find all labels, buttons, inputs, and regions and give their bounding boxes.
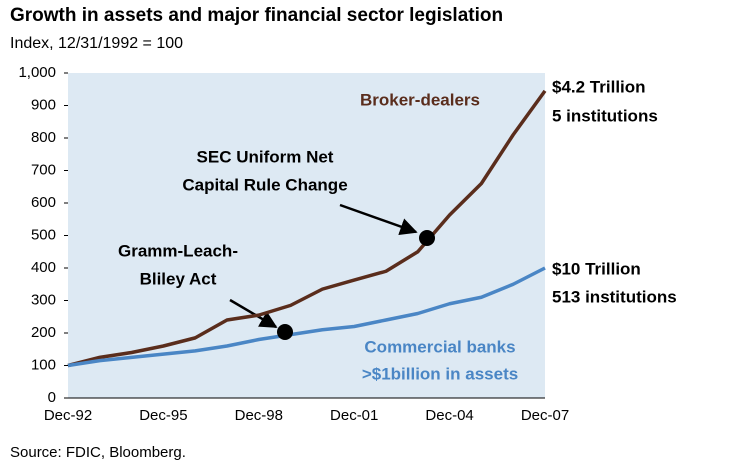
x-tick-label: Dec-98 <box>235 407 283 424</box>
y-tick-label: 800 <box>31 129 56 146</box>
source: Source: FDIC, Bloomberg. <box>10 444 186 461</box>
plot-area <box>68 73 545 398</box>
arrow <box>229 298 278 329</box>
y-tick-label: 700 <box>31 161 56 178</box>
line-series <box>67 266 546 368</box>
line-series <box>67 89 547 368</box>
chart-title: Growth in assets and major financial sec… <box>10 5 503 26</box>
y-tick-label: 100 <box>31 356 56 373</box>
annotation: $4.2 Trillion <box>552 77 646 96</box>
series-label: Broker-dealers <box>360 90 480 109</box>
series-label: Commercial banks <box>364 337 515 356</box>
y-tick-label: 300 <box>31 291 56 308</box>
x-tick-label: Dec-01 <box>330 407 378 424</box>
y-tick-label: 900 <box>31 96 56 113</box>
x-tick-label: Dec-07 <box>521 407 569 424</box>
x-tick-label: Dec-95 <box>139 407 187 424</box>
annotation: Gramm-Leach- <box>118 241 238 260</box>
annotation: $10 Trillion <box>552 259 641 278</box>
y-tick-label: 200 <box>31 324 56 341</box>
annotation: >$1billion in assets <box>362 364 518 383</box>
chart-subtitle: Index, 12/31/1992 = 100 <box>10 35 183 52</box>
x-tick-label: Dec-92 <box>44 407 92 424</box>
annotation: Bliley Act <box>140 269 217 288</box>
annotation: SEC Uniform Net <box>197 147 334 166</box>
y-tick-label: 400 <box>31 259 56 276</box>
y-tick-label: 0 <box>48 389 56 406</box>
y-tick-label: 500 <box>31 226 56 243</box>
x-tick-label: Dec-04 <box>425 407 473 424</box>
annotation: 513 institutions <box>552 287 677 306</box>
event-dot <box>419 230 435 246</box>
arrow <box>339 203 418 235</box>
annotation: Capital Rule Change <box>182 175 347 194</box>
y-tick-label: 600 <box>31 194 56 211</box>
event-dot <box>277 324 293 340</box>
y-tick-label: 1,000 <box>18 64 56 81</box>
annotation: 5 institutions <box>552 106 658 125</box>
